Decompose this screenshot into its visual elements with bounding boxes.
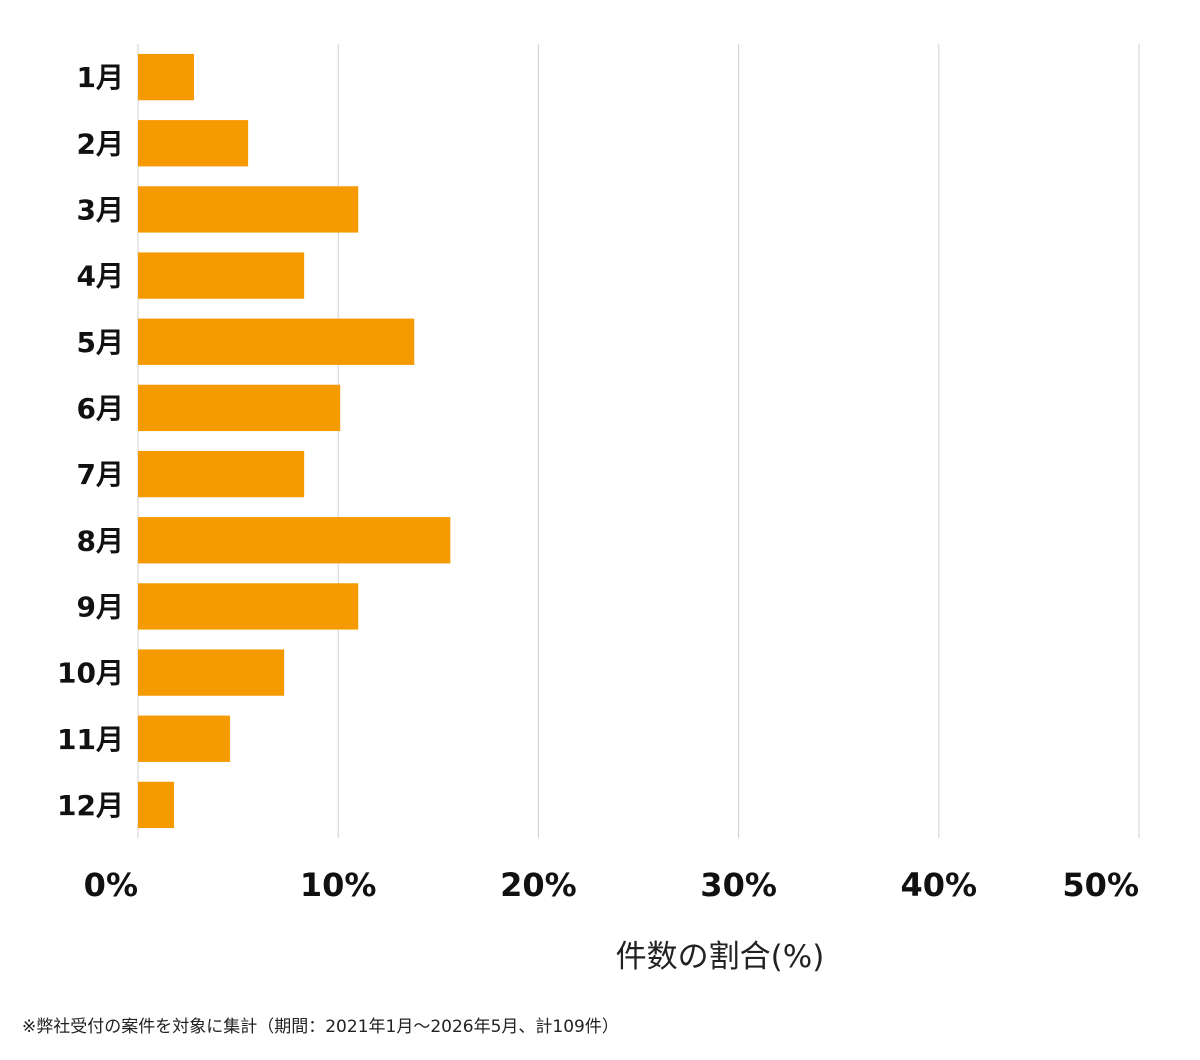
x-tick-label: 50% [1062, 866, 1139, 904]
category-label: 3月 [77, 193, 124, 226]
x-tick-label: 0% [84, 866, 138, 904]
x-tick-label: 10% [300, 866, 377, 904]
category-label: 4月 [77, 260, 124, 293]
bar [138, 517, 451, 564]
x-tick-labels: 0% 10% 20% 30% 40% 50% [84, 866, 1139, 904]
footnote: ※弊社受付の案件を対象に集計（期間：2021年1月〜2026年5月、計109件） [22, 1017, 619, 1037]
x-tick-label: 30% [700, 866, 777, 904]
bar [138, 318, 415, 365]
bar [138, 715, 231, 762]
category-label: 6月 [77, 392, 124, 425]
category-label: 1月 [77, 61, 124, 94]
gridlines [137, 44, 1140, 838]
bar [138, 583, 359, 630]
category-label: 12月 [57, 789, 124, 822]
bar [138, 53, 195, 101]
category-label: 7月 [77, 458, 124, 491]
category-label: 5月 [77, 326, 124, 359]
x-axis-title: 件数の割合(%) [616, 939, 825, 975]
bar [138, 120, 249, 167]
bar [138, 450, 305, 498]
category-label: 9月 [77, 590, 124, 623]
x-tick-label: 20% [500, 866, 577, 904]
bar-chart-svg: 1月 2月 3月 4月 5月 6月 7月 8月 9月 10月 11月 12月 0% 10% 20% 30% 4… [57, 44, 1140, 975]
bar [138, 252, 305, 299]
category-labels: 1月 2月 3月 4月 5月 6月 7月 8月 9月 10月 11月 12月 [57, 61, 124, 822]
bar [138, 186, 359, 233]
category-label: 11月 [57, 723, 124, 756]
bar [138, 781, 175, 829]
bar [138, 649, 285, 696]
category-label: 8月 [77, 524, 124, 557]
x-tick-label: 40% [901, 866, 978, 904]
bar [138, 384, 341, 432]
category-label: 2月 [77, 127, 124, 160]
bars [138, 53, 451, 829]
category-label: 10月 [57, 657, 124, 690]
